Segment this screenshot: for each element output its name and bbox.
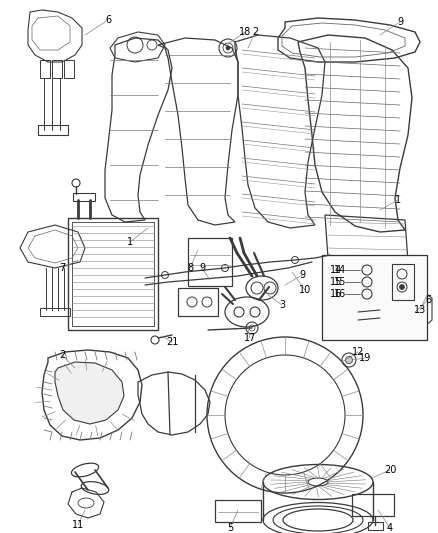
Text: 14: 14	[334, 265, 346, 275]
Bar	[38, 125, 68, 135]
Text: 3: 3	[279, 300, 285, 310]
Bar	[392, 264, 414, 300]
Text: 2: 2	[59, 350, 65, 360]
Text: 10: 10	[299, 285, 311, 295]
Bar	[322, 255, 427, 340]
Text: 6: 6	[105, 15, 111, 25]
Bar	[52, 60, 62, 78]
Text: 19: 19	[359, 353, 371, 363]
Text: 20: 20	[384, 465, 396, 475]
Text: 9: 9	[397, 17, 403, 27]
Text: 12: 12	[352, 347, 364, 357]
Bar	[188, 238, 232, 286]
Polygon shape	[55, 362, 124, 424]
Text: 5: 5	[227, 523, 233, 533]
Bar	[72, 222, 154, 326]
Circle shape	[399, 285, 405, 289]
Bar	[215, 500, 261, 522]
Circle shape	[346, 357, 353, 364]
Text: 1: 1	[395, 195, 401, 205]
Text: 1: 1	[127, 237, 133, 247]
Bar	[73, 193, 95, 201]
Text: 2: 2	[252, 27, 258, 37]
Text: 13: 13	[414, 305, 426, 315]
Bar	[368, 522, 383, 530]
Text: 17: 17	[244, 333, 256, 343]
Bar	[68, 218, 158, 330]
Text: 15: 15	[334, 277, 346, 287]
Text: 14: 14	[330, 265, 342, 275]
Text: 11: 11	[72, 520, 84, 530]
Text: 7: 7	[59, 263, 65, 273]
Circle shape	[226, 46, 230, 50]
Text: 9: 9	[199, 263, 205, 273]
Text: 16: 16	[334, 289, 346, 299]
Text: 6: 6	[425, 295, 431, 305]
Text: 9: 9	[299, 270, 305, 280]
Bar	[352, 494, 394, 516]
Bar	[64, 60, 74, 78]
Bar	[40, 60, 50, 78]
Text: 18: 18	[239, 27, 251, 37]
Bar	[40, 308, 70, 316]
Text: 21: 21	[166, 337, 178, 347]
Bar	[178, 288, 218, 316]
Text: 15: 15	[330, 277, 343, 287]
Text: 16: 16	[330, 289, 342, 299]
Text: 4: 4	[387, 523, 393, 533]
Text: 8: 8	[187, 263, 193, 273]
